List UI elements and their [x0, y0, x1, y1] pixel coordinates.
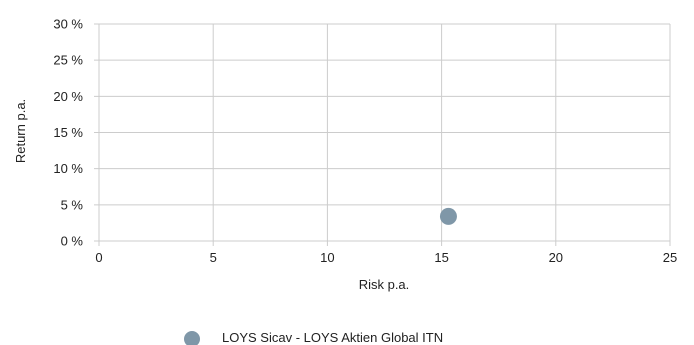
legend: LOYS Sicav - LOYS Aktien Global ITN — [184, 330, 443, 345]
data-point — [439, 207, 457, 225]
grid-lines — [94, 23, 671, 246]
x-tick-label: 0 — [95, 250, 102, 265]
y-tick-label: 5 % — [61, 197, 84, 212]
y-tick-label: 20 % — [53, 89, 83, 104]
y-tick-label: 10 % — [53, 161, 83, 176]
legend-label: LOYS Sicav - LOYS Aktien Global ITN — [222, 330, 443, 345]
y-axis-title: Return p.a. — [13, 99, 28, 163]
y-tick-label: 30 % — [53, 17, 83, 32]
legend-marker — [184, 331, 200, 345]
x-axis-title: Risk p.a. — [359, 277, 410, 292]
x-tick-label: 15 — [434, 250, 448, 265]
y-tick-label: 15 % — [53, 125, 83, 140]
y-axis-ticks: 0 % 5 % 10 % 15 % 20 % 25 % 30 % — [53, 17, 83, 249]
x-tick-label: 5 — [210, 250, 217, 265]
y-tick-label: 0 % — [61, 234, 84, 249]
x-axis-ticks: 0 5 10 15 20 25 — [95, 250, 677, 265]
x-tick-label: 10 — [320, 250, 334, 265]
x-tick-label: 25 — [663, 250, 677, 265]
x-tick-label: 20 — [549, 250, 563, 265]
y-tick-label: 25 % — [53, 53, 83, 68]
data-points — [439, 207, 457, 225]
